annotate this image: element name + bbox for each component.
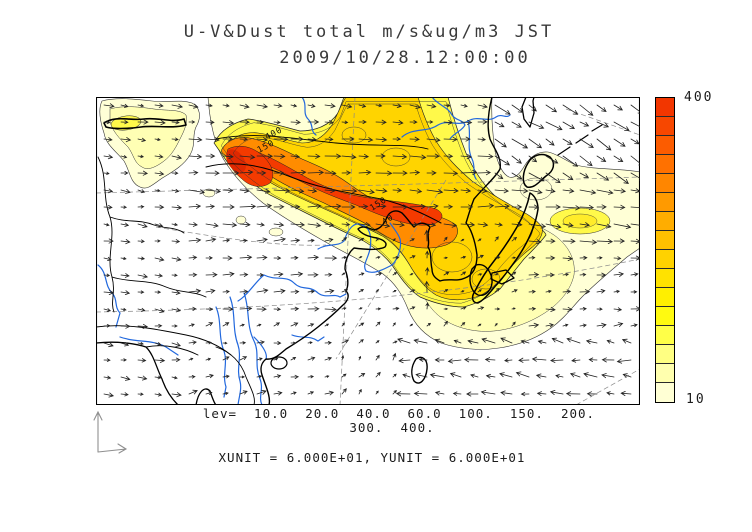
colorbar-segment <box>656 307 674 326</box>
colorbar-segment <box>656 326 674 345</box>
colorbar-max-label: 400 <box>684 90 714 105</box>
colorbar-segment <box>656 269 674 288</box>
plot-title: U-V&Dust total m/s&ug/m3 JST <box>183 22 555 42</box>
colorbar <box>655 97 675 403</box>
colorbar-segment <box>656 231 674 250</box>
colorbar-min-label: 10 <box>686 392 706 407</box>
map-plot: 400 150 150 40 <box>95 96 648 406</box>
contour-levels-line1: lev= 10.0 20.0 40.0 60.0 100. 150. 200. <box>202 406 596 421</box>
vector-unit-label: XUNIT = 6.000E+01, YUNIT = 6.000E+01 <box>218 450 526 465</box>
colorbar-segment <box>656 345 674 364</box>
colorbar-segment <box>656 174 674 193</box>
colorbar-segment <box>656 155 674 174</box>
plot-datetime: 2009/10/28.12:00:00 <box>279 48 531 68</box>
colorbar-segment <box>656 250 674 269</box>
colorbar-segment <box>656 193 674 212</box>
vector-scale-arrows-icon <box>93 410 128 454</box>
colorbar-segment <box>656 212 674 231</box>
contour-lines-layer <box>221 101 553 304</box>
colorbar-segment <box>656 383 674 402</box>
contour-levels-line2: 300. 400. <box>349 420 435 435</box>
colorbar-segment <box>656 364 674 383</box>
colorbar-segment <box>656 117 674 136</box>
colorbar-segment <box>656 288 674 307</box>
colorbar-segment <box>656 98 674 117</box>
coastline-layer <box>95 96 641 406</box>
wind-vector-field <box>103 103 648 398</box>
colorbar-segment <box>656 136 674 155</box>
